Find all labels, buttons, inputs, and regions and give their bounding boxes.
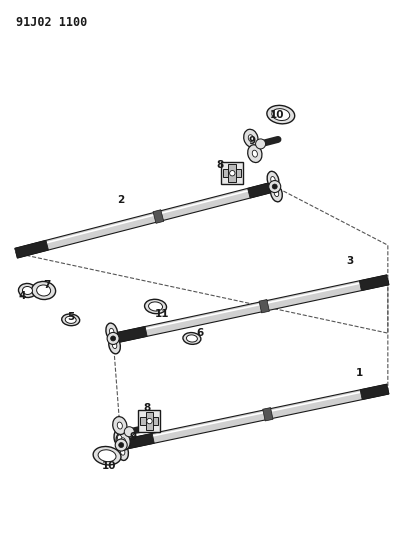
Polygon shape bbox=[112, 275, 389, 343]
Ellipse shape bbox=[62, 314, 80, 326]
Text: 8: 8 bbox=[217, 160, 224, 170]
Ellipse shape bbox=[248, 145, 262, 163]
Circle shape bbox=[229, 171, 235, 176]
Ellipse shape bbox=[145, 300, 166, 313]
Polygon shape bbox=[223, 169, 241, 177]
Text: 3: 3 bbox=[346, 256, 353, 266]
Ellipse shape bbox=[23, 286, 32, 295]
Polygon shape bbox=[15, 182, 276, 258]
Ellipse shape bbox=[106, 323, 118, 341]
Ellipse shape bbox=[120, 438, 126, 445]
Text: 4: 4 bbox=[19, 291, 26, 301]
Text: 5: 5 bbox=[67, 312, 74, 322]
Ellipse shape bbox=[114, 430, 126, 447]
Polygon shape bbox=[145, 412, 154, 430]
Ellipse shape bbox=[274, 190, 279, 197]
Polygon shape bbox=[141, 417, 158, 425]
Ellipse shape bbox=[32, 281, 56, 300]
Polygon shape bbox=[112, 327, 147, 343]
Circle shape bbox=[272, 184, 277, 189]
Text: 9: 9 bbox=[130, 432, 137, 442]
Circle shape bbox=[119, 442, 124, 448]
Ellipse shape bbox=[271, 184, 282, 202]
Ellipse shape bbox=[272, 109, 290, 120]
Polygon shape bbox=[153, 209, 164, 223]
Circle shape bbox=[256, 139, 265, 149]
Text: 8: 8 bbox=[144, 403, 151, 413]
Polygon shape bbox=[139, 410, 160, 432]
Polygon shape bbox=[15, 240, 48, 258]
Ellipse shape bbox=[267, 106, 295, 124]
Ellipse shape bbox=[93, 447, 121, 465]
Polygon shape bbox=[221, 162, 243, 184]
Ellipse shape bbox=[112, 342, 117, 349]
Ellipse shape bbox=[271, 176, 275, 183]
Ellipse shape bbox=[109, 328, 114, 335]
Ellipse shape bbox=[120, 448, 125, 455]
Circle shape bbox=[107, 333, 119, 344]
Ellipse shape bbox=[65, 316, 76, 324]
Polygon shape bbox=[120, 384, 389, 450]
Ellipse shape bbox=[267, 171, 279, 189]
Ellipse shape bbox=[186, 335, 198, 342]
Text: 11: 11 bbox=[154, 310, 169, 319]
Ellipse shape bbox=[19, 284, 36, 297]
Circle shape bbox=[269, 181, 281, 192]
Text: 10: 10 bbox=[102, 462, 116, 471]
Ellipse shape bbox=[117, 422, 122, 429]
Text: 9: 9 bbox=[249, 136, 256, 146]
Circle shape bbox=[124, 427, 134, 437]
Text: 10: 10 bbox=[269, 110, 284, 119]
Text: 91J02 1100: 91J02 1100 bbox=[16, 16, 87, 29]
Ellipse shape bbox=[98, 450, 116, 462]
Circle shape bbox=[115, 439, 127, 451]
Ellipse shape bbox=[116, 432, 130, 450]
Polygon shape bbox=[263, 408, 273, 421]
Polygon shape bbox=[360, 384, 389, 400]
Ellipse shape bbox=[113, 417, 127, 434]
Ellipse shape bbox=[244, 130, 258, 147]
Polygon shape bbox=[248, 182, 276, 198]
Text: 7: 7 bbox=[43, 280, 50, 290]
Circle shape bbox=[111, 336, 116, 341]
Ellipse shape bbox=[109, 336, 120, 354]
Ellipse shape bbox=[37, 285, 50, 296]
Ellipse shape bbox=[117, 443, 128, 461]
Circle shape bbox=[147, 418, 152, 424]
Text: 6: 6 bbox=[196, 328, 204, 338]
Polygon shape bbox=[259, 300, 269, 313]
Ellipse shape bbox=[183, 333, 201, 344]
Polygon shape bbox=[228, 164, 236, 182]
Ellipse shape bbox=[118, 435, 122, 442]
Polygon shape bbox=[120, 433, 154, 450]
Ellipse shape bbox=[248, 135, 253, 142]
Text: 1: 1 bbox=[356, 368, 363, 378]
Text: 2: 2 bbox=[118, 195, 125, 205]
Ellipse shape bbox=[252, 150, 257, 157]
Ellipse shape bbox=[149, 302, 162, 311]
Polygon shape bbox=[359, 275, 389, 290]
